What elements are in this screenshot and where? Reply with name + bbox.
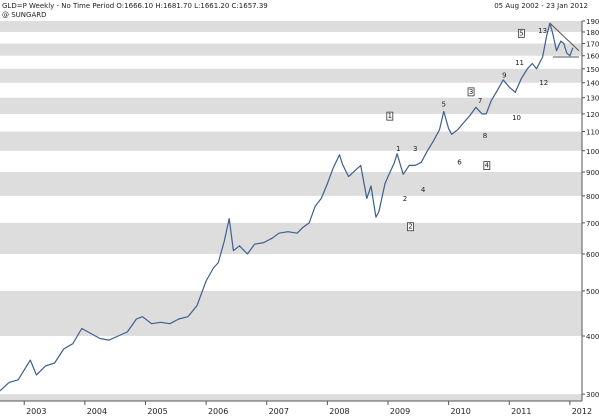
x-tick-label: 2005 <box>147 407 167 416</box>
price-band <box>0 290 582 336</box>
y-tick-label: 700 <box>586 220 599 228</box>
price-band <box>0 131 582 151</box>
y-tick-label: 1400 <box>586 80 599 88</box>
price-band <box>0 68 582 83</box>
wave-label: 9 <box>502 72 506 80</box>
y-tick-label: 1900 <box>586 18 599 26</box>
y-tick-label: 800 <box>586 193 599 201</box>
x-tick-label: 2004 <box>87 407 107 416</box>
chart-header-title: GLD=P Weekly - No Time Period O:1666.10 … <box>2 2 268 10</box>
y-tick-label: 400 <box>586 333 599 341</box>
wave-label: 7 <box>478 97 482 105</box>
chart-date-range: 05 Aug 2002 - 23 Jan 2012 <box>494 2 588 10</box>
wave-label: 6 <box>457 158 462 166</box>
y-tick-label: 1600 <box>586 53 599 61</box>
y-tick-label: 1800 <box>586 29 599 37</box>
price-band <box>0 394 582 401</box>
wave-label: 8 <box>483 132 487 140</box>
y-tick-label: 1700 <box>586 40 599 48</box>
wave-label: 11 <box>515 59 524 67</box>
wave-label: 10 <box>512 114 521 122</box>
chart-source-label: @ SUNGARD <box>2 11 47 19</box>
wave-label-box <box>407 222 414 232</box>
wave-label-boxed: 3 <box>469 88 473 96</box>
price-band <box>0 222 582 255</box>
wave-label-box <box>467 87 475 97</box>
price-band <box>0 21 582 32</box>
x-tick-label: 2012 <box>572 407 592 416</box>
wave-label-boxed: 1 <box>388 112 392 120</box>
price-band <box>0 172 582 196</box>
y-tick-label: 1300 <box>586 95 599 103</box>
y-tick-label: 500 <box>586 288 599 296</box>
x-tick-label: 2008 <box>329 407 349 416</box>
x-tick-label: 2011 <box>511 407 531 416</box>
wave-label-box <box>517 28 525 38</box>
wave-label-boxed: 2 <box>408 223 412 231</box>
x-tick-label: 2009 <box>390 407 410 416</box>
wave-label: 5 <box>442 100 446 108</box>
y-tick-label: 1000 <box>586 148 599 156</box>
price-series-line <box>0 22 574 392</box>
wave-label: 13 <box>538 27 547 35</box>
wave-label-box <box>386 111 394 121</box>
wave-label-boxed: 5 <box>519 29 523 37</box>
wave-label: 3 <box>413 145 417 153</box>
wave-label: 4 <box>421 186 426 194</box>
wave-label-box <box>483 161 491 171</box>
wave-label: 1 <box>396 145 400 153</box>
price-band <box>0 97 582 114</box>
y-tick-label: 1500 <box>586 66 599 74</box>
x-tick-label: 2003 <box>26 407 46 416</box>
trendline <box>549 22 580 52</box>
price-band <box>0 43 582 56</box>
x-tick-label: 2010 <box>450 407 470 416</box>
y-tick-label: 1200 <box>586 111 599 119</box>
wave-label: 2 <box>403 195 407 203</box>
wave-label: 12 <box>539 79 548 87</box>
wave-label-boxed: 4 <box>485 162 490 170</box>
y-tick-label: 300 <box>586 391 599 399</box>
x-tick-label: 2007 <box>269 407 289 416</box>
x-tick-label: 2006 <box>208 407 228 416</box>
y-tick-label: 1100 <box>586 128 599 136</box>
y-tick-label: 600 <box>586 251 599 259</box>
y-tick-label: 900 <box>586 169 599 177</box>
